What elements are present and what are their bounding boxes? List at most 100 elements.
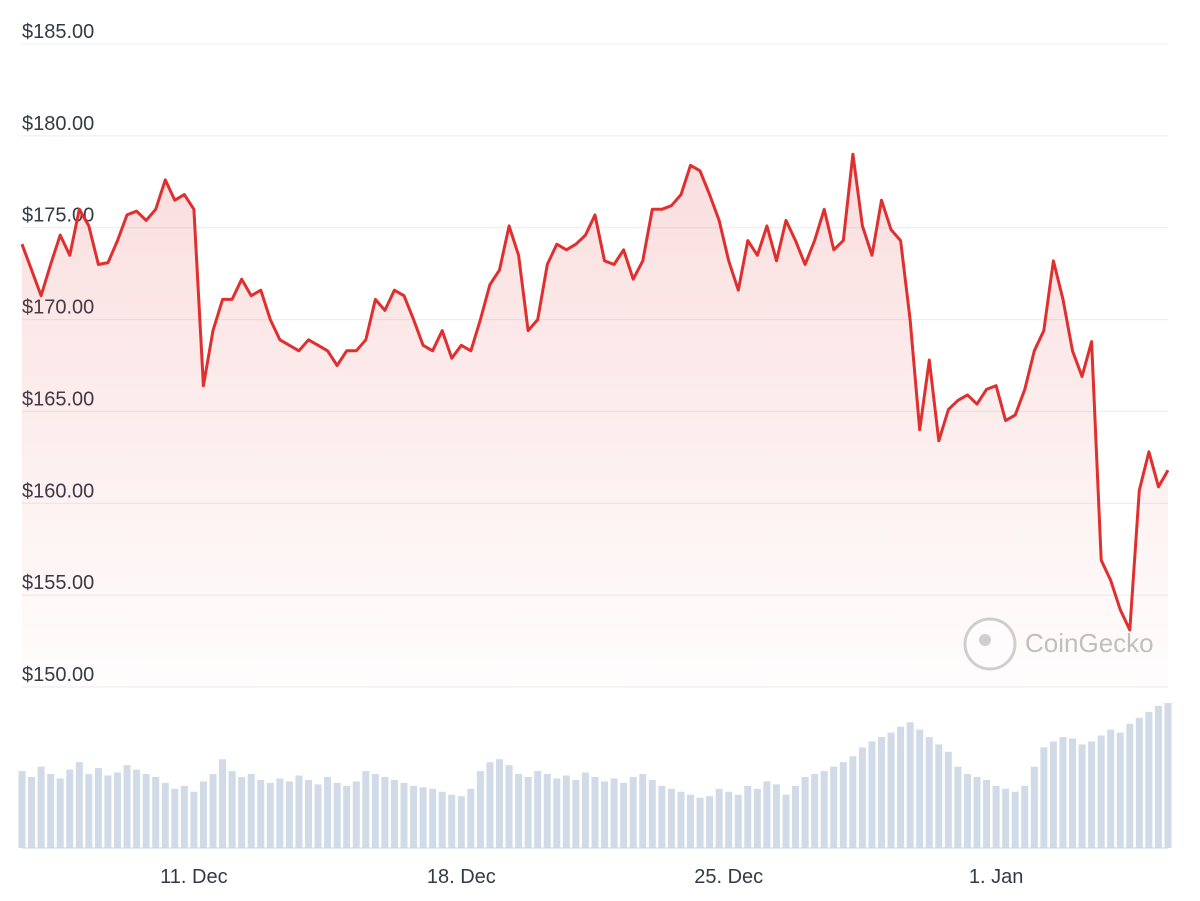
volume-bar (362, 771, 370, 848)
volume-bar (515, 774, 523, 848)
volume-bar (1107, 729, 1115, 848)
volume-bar (916, 729, 924, 848)
volume-bar (811, 774, 819, 848)
volume-bar (410, 785, 418, 848)
volume-bar (629, 776, 637, 848)
volume-bar (467, 788, 475, 848)
volume-bar (1126, 723, 1134, 848)
volume-bar (830, 766, 838, 848)
volume-bar (734, 794, 742, 848)
volume-bar (104, 775, 112, 848)
y-tick-label: $180.00 (22, 113, 94, 135)
volume-bar (954, 766, 962, 848)
volume-bar (199, 781, 207, 848)
volume-bar (1069, 738, 1076, 848)
volume-bar (295, 775, 303, 848)
volume-bar (1097, 735, 1105, 848)
volume-bar (56, 778, 64, 848)
volume-bar (343, 785, 351, 848)
volume-bar (524, 776, 532, 848)
volume-bar (1002, 788, 1010, 848)
volume-bar (505, 765, 513, 848)
volume-bar (161, 782, 169, 848)
volume-bar (858, 747, 866, 848)
volume-bar (639, 774, 647, 848)
x-tick-label: 25. Dec (694, 866, 763, 888)
price-line (20, 152, 1170, 632)
volume-bar (429, 788, 437, 848)
volume-bar (963, 774, 971, 848)
volume-bar (305, 779, 312, 848)
volume-bar (1135, 717, 1143, 848)
volume-bar (400, 782, 408, 848)
volume-bar (257, 779, 265, 848)
volume-bar (992, 785, 1000, 848)
volume-bar (648, 779, 656, 848)
volume-bar (782, 794, 790, 848)
volume-bar (1116, 732, 1124, 848)
volume-bar (696, 797, 704, 848)
watermark-logo-eye (979, 634, 991, 646)
volume-bar (610, 778, 618, 848)
watermark-logo (963, 617, 1017, 671)
volume-bar (763, 781, 771, 848)
volume-bar (152, 776, 160, 848)
volume-bar (1088, 741, 1096, 848)
volume-bar (543, 774, 551, 848)
volume-bar (1145, 711, 1153, 848)
volume-bar (801, 776, 809, 848)
volume-bars (18, 703, 1172, 848)
volume-bar (601, 781, 609, 848)
price-area (22, 154, 1168, 687)
volume-bar (390, 779, 398, 848)
volume-bar (75, 762, 83, 848)
volume-bar (983, 779, 991, 848)
volume-bar (753, 788, 761, 848)
x-tick-label: 1. Jan (969, 866, 1023, 888)
volume-bar (276, 778, 284, 848)
volume-bar (1078, 744, 1086, 848)
volume-bar (744, 785, 752, 848)
volume-bar (219, 759, 227, 848)
volume-bar (868, 741, 876, 848)
volume-bar (658, 785, 666, 848)
volume-bar (1021, 785, 1029, 848)
volume-bar (925, 737, 933, 848)
volume-bar (190, 791, 198, 848)
volume-bar (142, 774, 150, 848)
watermark: CoinGecko (963, 617, 1154, 671)
volume-bar (973, 776, 981, 848)
volume-bar (677, 791, 685, 848)
volume-bar (887, 732, 895, 848)
volume-bar (352, 781, 360, 848)
volume-bar (381, 776, 389, 848)
volume-bar (18, 771, 26, 848)
volume-bar (28, 776, 36, 848)
volume-bar (553, 778, 561, 848)
volume-bar (944, 751, 952, 848)
volume-bar (792, 785, 800, 848)
watermark-text: CoinGecko (1025, 628, 1154, 658)
volume-bar (906, 722, 914, 848)
volume-bar (47, 774, 55, 848)
volume-bar (687, 794, 694, 848)
volume-bar (486, 762, 494, 848)
volume-bar (123, 765, 131, 848)
volume-bar (1164, 703, 1172, 848)
volume-bar (572, 779, 580, 848)
volume-bar (1011, 791, 1019, 848)
volume-bar (228, 771, 236, 848)
volume-bar (620, 782, 628, 848)
volume-bar (772, 784, 780, 848)
y-tick-label: $185.00 (22, 21, 94, 43)
volume-bar (849, 756, 857, 848)
volume-bar (171, 788, 179, 848)
volume-bar (534, 771, 542, 848)
volume-bar (114, 772, 121, 848)
volume-bar (935, 744, 943, 848)
volume-bar (85, 774, 93, 848)
volume-bar (314, 784, 322, 848)
volume-bar (66, 769, 74, 848)
